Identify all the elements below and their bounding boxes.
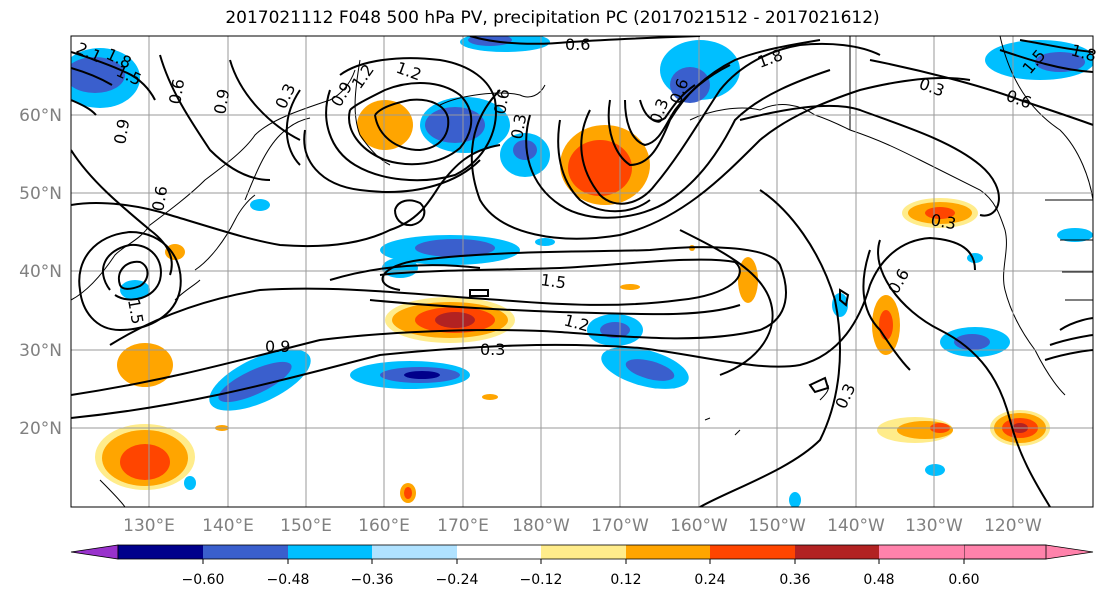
colorbar-segment	[288, 545, 372, 559]
contour-label: 0.3	[929, 210, 957, 233]
colorbar-frame	[117, 544, 1047, 560]
colorbar-tick-label: 0.48	[863, 572, 894, 588]
contour-label: 0.6	[490, 87, 513, 115]
longitude-labels: 130°E 140°E 150°E 160°E 170°E 180°W 170°…	[123, 516, 1042, 536]
colorbar-under-arrow	[70, 544, 119, 560]
colorbar-segment	[541, 545, 626, 559]
map-frame	[70, 35, 1094, 508]
colorbar-segment	[879, 545, 964, 559]
pv-contours	[71, 36, 1093, 507]
colorbar-tick-label: −0.60	[182, 572, 225, 588]
colorbar: −0.60 −0.48 −0.36 −0.24 −0.12 0.12 0.24 …	[70, 544, 1094, 588]
lat-label: 60°N	[19, 106, 62, 126]
colorbar-tick-label: 0.12	[610, 572, 641, 588]
colorbar-segment	[372, 545, 457, 559]
lon-label: 170°E	[437, 516, 489, 536]
lon-label: 150°E	[280, 516, 332, 536]
contour-label: 0.6	[148, 184, 171, 212]
lon-label: 130°W	[905, 516, 963, 536]
contour-label: 1.5	[124, 297, 147, 325]
contour-label: 0.6	[165, 77, 188, 105]
lon-label: 180°W	[512, 516, 570, 536]
coastlines	[71, 36, 1093, 507]
colorbar-tick-label: 0.24	[694, 572, 725, 588]
lat-label: 50°N	[19, 184, 62, 204]
lat-label: 30°N	[19, 341, 62, 361]
colorbar-tick-label: −0.24	[436, 572, 479, 588]
colorbar-segment	[626, 545, 710, 559]
contour-label: 0.9	[210, 87, 233, 115]
colorbar-segment	[710, 545, 795, 559]
colorbar-ticks	[202, 559, 965, 564]
lon-label: 140°W	[827, 516, 885, 536]
colorbar-over-arrow	[963, 544, 1094, 560]
colorbar-segment	[795, 545, 879, 559]
colorbar-tick-label: 0.36	[779, 572, 810, 588]
colorbar-tick-label: 0.60	[948, 572, 979, 588]
contour-label: 0.3	[480, 340, 505, 359]
colorbar-segment	[203, 545, 288, 559]
lon-label: 130°E	[123, 516, 175, 536]
precip-positive-shading	[95, 100, 1050, 503]
colorbar-tick-label: −0.48	[267, 572, 310, 588]
lat-label: 40°N	[19, 262, 62, 282]
contour-label: 0.9	[265, 337, 290, 356]
contour-label: 0.9	[110, 117, 133, 145]
lon-label: 170°W	[591, 516, 649, 536]
lat-label: 20°N	[19, 419, 62, 439]
colorbar-segment	[457, 545, 541, 559]
contour-label: 0.6	[565, 35, 590, 54]
lon-label: 160°E	[358, 516, 410, 536]
colorbar-tick-label: −0.36	[351, 572, 394, 588]
map-title: 2017021112 F048 500 hPa PV, precipitatio…	[225, 8, 880, 28]
lon-label: 140°E	[202, 516, 254, 536]
lon-label: 160°W	[670, 516, 728, 536]
graticule	[71, 36, 1093, 507]
colorbar-segment	[118, 545, 203, 559]
contour-label: 0.3	[507, 112, 530, 140]
contour-label: 1.5	[539, 270, 567, 292]
lon-label: 120°W	[984, 516, 1042, 536]
colorbar-tick-label: −0.12	[520, 572, 563, 588]
lon-label: 150°W	[748, 516, 806, 536]
latitude-labels: 60°N 50°N 40°N 30°N 20°N	[19, 106, 62, 439]
